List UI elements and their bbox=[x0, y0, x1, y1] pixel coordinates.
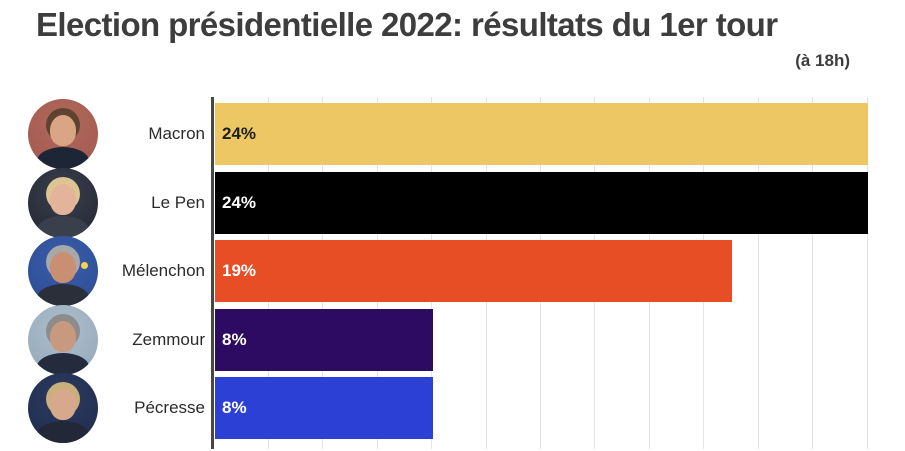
candidate-label: Le Pen bbox=[151, 192, 205, 212]
result-bar: 8% bbox=[215, 377, 433, 439]
candidate-label: Pécresse bbox=[134, 398, 205, 417]
chart-row: Macron 24% bbox=[0, 99, 905, 169]
bar-value-label: 8% bbox=[222, 398, 247, 417]
bar-value-label: 24% bbox=[222, 192, 257, 212]
result-bar: 24% bbox=[215, 103, 868, 165]
avatar-face-shape bbox=[50, 115, 76, 146]
result-bar: 19% bbox=[215, 240, 732, 302]
avatar-face-shape bbox=[50, 183, 76, 215]
gridline bbox=[757, 97, 759, 449]
gridline bbox=[812, 97, 814, 449]
chart-row: Zemmour 8% bbox=[0, 304, 905, 375]
candidate-label: Mélenchon bbox=[121, 261, 205, 280]
page-title: Election présidentielle 2022: résultats … bbox=[36, 6, 778, 43]
chart-row: Mélenchon 19% bbox=[0, 236, 905, 306]
candidate-avatar bbox=[28, 236, 98, 306]
result-bar: 24% bbox=[215, 171, 868, 234]
avatar-body-shape bbox=[37, 352, 89, 375]
avatar-face-shape bbox=[50, 252, 76, 283]
candidate-label: Zemmour bbox=[132, 329, 205, 349]
avatar-body-shape bbox=[37, 421, 89, 443]
candidate-avatar bbox=[28, 373, 98, 443]
chart-row: Le Pen 24% bbox=[0, 167, 905, 238]
page-subtitle: (à 18h) bbox=[795, 51, 850, 70]
avatar-body-shape bbox=[37, 215, 89, 238]
avatar-body-shape bbox=[37, 147, 89, 169]
avatar-face-shape bbox=[50, 320, 76, 352]
result-bar: 8% bbox=[215, 308, 433, 371]
bar-value-label: 8% bbox=[222, 329, 247, 349]
candidate-label: Macron bbox=[148, 124, 205, 143]
bar-value-label: 19% bbox=[222, 261, 257, 280]
bar-value-label: 24% bbox=[222, 124, 257, 143]
avatar-face-shape bbox=[50, 389, 76, 420]
gridline bbox=[866, 97, 868, 449]
avatar-body-shape bbox=[37, 284, 89, 306]
candidate-avatar bbox=[28, 167, 98, 238]
y-axis-line bbox=[211, 97, 214, 449]
avatar-accent-dot bbox=[81, 262, 88, 269]
chart-row: Pécresse 8% bbox=[0, 373, 905, 443]
candidate-avatar bbox=[28, 99, 98, 169]
candidate-avatar bbox=[28, 304, 98, 375]
